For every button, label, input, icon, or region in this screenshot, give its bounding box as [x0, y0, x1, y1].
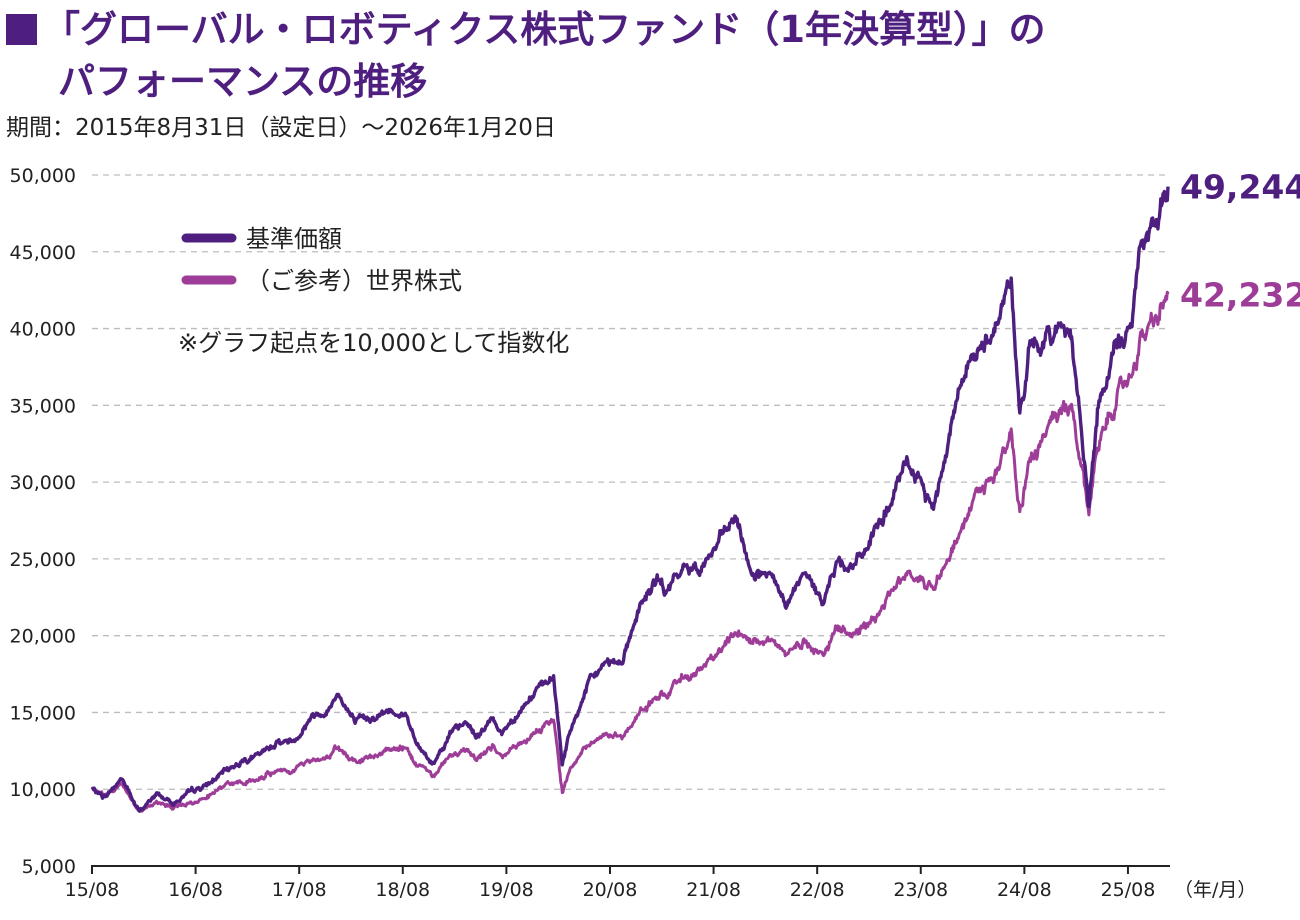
title-square-icon [6, 14, 37, 45]
title-line-1: 「グローバル・ロボティクス株式ファンド（1年決算型）」の [6, 4, 1286, 56]
x-tick-label: 17/08 [272, 879, 327, 901]
legend: 基準価額 （ご参考）世界株式 ※グラフ起点を10,000として指数化 [178, 225, 569, 357]
y-tick-label: 40,000 [10, 319, 76, 341]
chart-title: 「グローバル・ロボティクス株式ファンド（1年決算型）」の パフォーマンスの推移 [6, 4, 1286, 108]
x-tick-label: 22/08 [790, 879, 845, 901]
y-tick-label: 20,000 [10, 626, 76, 648]
y-tick-label: 15,000 [10, 702, 76, 724]
x-unit-label: （年/月） [1174, 879, 1256, 901]
index-note: ※グラフ起点を10,000として指数化 [178, 329, 569, 357]
end-label-fund: 49,244 [1180, 168, 1300, 207]
x-tick-label: 19/08 [479, 879, 534, 901]
x-tick-label: 24/08 [997, 879, 1052, 901]
series-line-world [91, 290, 1170, 813]
legend-label-fund: 基準価額 [246, 225, 342, 253]
y-tick-labels: 5,000 10,000 15,000 20,000 25,000 30,000 35,00… [10, 165, 76, 878]
y-tick-label: 50,000 [10, 165, 76, 187]
x-tick-label: 21/08 [686, 879, 741, 901]
series-lines [90, 186, 1170, 813]
period-text: 期間：2015年8月31日（設定日）～2026年1月20日 [6, 115, 556, 141]
y-tick-label: 45,000 [10, 242, 76, 264]
title-text-1: 「グローバル・ロボティクス株式ファンド（1年決算型）」の [43, 8, 1046, 51]
y-tick-label: 30,000 [10, 472, 76, 494]
end-label-world: 42,232 [1180, 275, 1300, 314]
y-tick-label: 25,000 [10, 549, 76, 571]
series-line-fund [90, 186, 1170, 813]
y-tick-label: 35,000 [10, 395, 76, 417]
x-tick-label: 18/08 [375, 879, 430, 901]
y-tick-label: 5,000 [22, 856, 76, 878]
x-tick-labels: 15/08 16/08 17/08 18/08 19/08 20/08 21/08 22/08… [65, 879, 1156, 901]
y-tick-label: 10,000 [10, 779, 76, 801]
x-tick-label: 25/08 [1101, 879, 1156, 901]
x-tick-label: 15/08 [65, 879, 120, 901]
x-tick-label: 20/08 [583, 879, 638, 901]
x-tick-label: 23/08 [893, 879, 948, 901]
x-tick-label: 16/08 [168, 879, 223, 901]
title-line-2: パフォーマンスの推移 [58, 60, 428, 103]
legend-label-world: （ご参考）世界株式 [246, 267, 462, 295]
axes [91, 865, 1170, 874]
